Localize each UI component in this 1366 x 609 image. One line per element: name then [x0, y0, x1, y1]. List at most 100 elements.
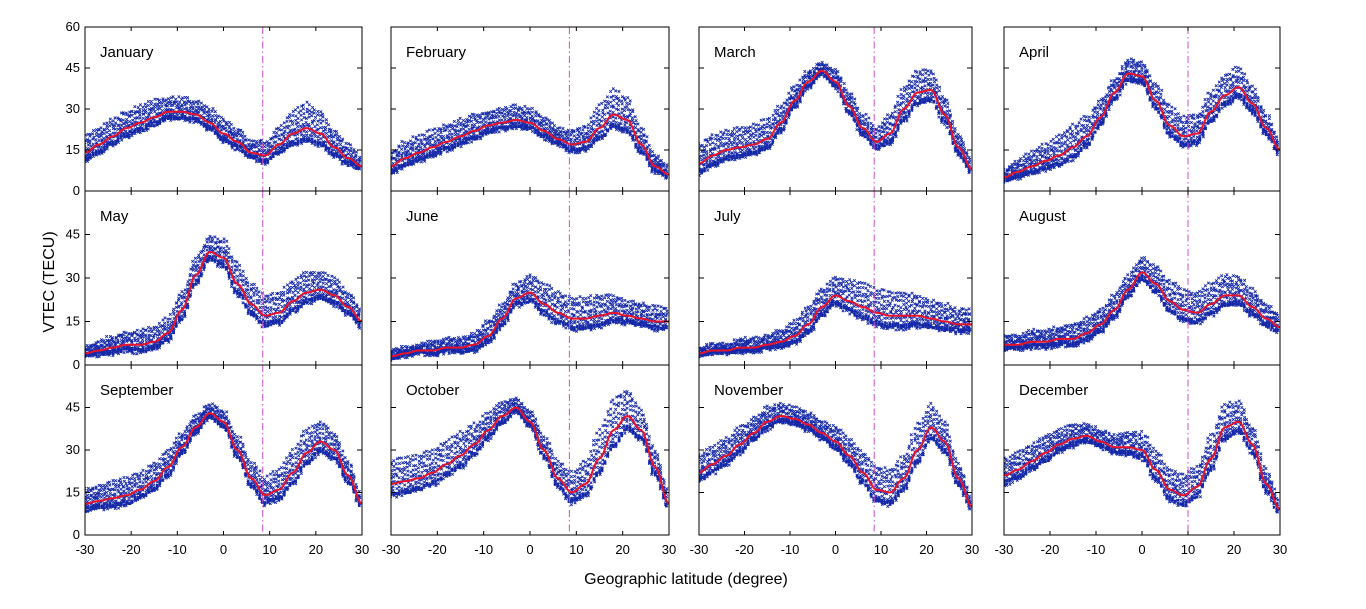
y-tick-label: 60	[66, 19, 80, 34]
scatter-point	[433, 139, 437, 144]
scatter-point	[787, 113, 791, 116]
scatter-point	[1037, 145, 1041, 149]
scatter-point	[1070, 122, 1075, 126]
scatter-point	[412, 159, 415, 162]
scatter-point	[533, 118, 537, 123]
scatter-point	[400, 167, 404, 171]
scatter-point	[951, 142, 955, 145]
scatter-point	[567, 149, 571, 153]
scatter-point	[836, 90, 840, 94]
scatter-point	[1170, 112, 1174, 116]
scatter-point	[299, 140, 303, 144]
scatter-point	[130, 109, 134, 113]
scatter-point	[417, 133, 421, 137]
scatter-point	[197, 119, 200, 123]
scatter-point	[1093, 106, 1097, 110]
scatter-point	[412, 162, 415, 165]
scatter-point	[1074, 156, 1077, 159]
scatter-point	[1060, 133, 1064, 138]
scatter-point	[836, 69, 840, 74]
scatter-point	[136, 105, 140, 110]
scatter-point	[876, 129, 881, 133]
scatter-point	[445, 146, 448, 149]
scatter-point	[795, 91, 799, 95]
scatter-point	[803, 69, 807, 74]
scatter-point	[458, 116, 462, 120]
scatter-point	[430, 143, 435, 147]
scatter-point	[904, 110, 908, 115]
scatter-point	[620, 95, 625, 99]
scatter-point	[625, 115, 630, 119]
scatter-point	[897, 108, 901, 112]
scatter-point	[487, 127, 490, 131]
scatter-point	[138, 113, 142, 117]
scatter-point	[237, 148, 242, 152]
scatter-point	[1135, 61, 1139, 65]
scatter-point	[968, 168, 971, 171]
scatter-point	[341, 137, 345, 141]
scatter-point	[724, 128, 728, 132]
scatter-point	[711, 146, 715, 151]
scatter-point	[500, 118, 504, 122]
scatter-point	[754, 133, 758, 137]
scatter-point	[1126, 60, 1131, 64]
scatter-point	[1124, 78, 1127, 81]
scatter-point	[196, 109, 201, 114]
scatter-point	[222, 137, 225, 141]
scatter-point	[740, 148, 745, 153]
scatter-point	[795, 88, 799, 92]
scatter-point	[266, 144, 270, 148]
scatter-point	[1104, 114, 1108, 118]
scatter-point	[1016, 173, 1019, 176]
scatter-point	[790, 106, 794, 110]
scatter-point	[945, 98, 949, 102]
scatter-point	[222, 119, 226, 123]
scatter-point	[227, 140, 231, 144]
scatter-point	[489, 128, 493, 131]
scatter-point	[297, 140, 300, 143]
scatter-point	[721, 136, 725, 140]
scatter-point	[1084, 129, 1089, 133]
scatter-point	[1165, 131, 1169, 134]
scatter-point	[706, 168, 710, 172]
scatter-point	[1168, 135, 1172, 139]
scatter-point	[428, 153, 432, 157]
scatter-point	[330, 152, 333, 155]
scatter-point	[719, 160, 723, 163]
scatter-point	[467, 136, 471, 140]
scatter-point	[177, 116, 181, 120]
scatter-point	[97, 145, 101, 150]
scatter-point	[1104, 112, 1108, 116]
scatter-point	[211, 106, 215, 111]
scatter-point	[831, 84, 834, 88]
scatter-point	[392, 168, 395, 172]
scatter-point	[450, 132, 454, 136]
scatter-point	[1143, 63, 1147, 68]
scatter-point	[129, 121, 134, 125]
scatter-point	[180, 116, 184, 120]
scatter-point	[341, 160, 344, 163]
scatter-point	[702, 150, 706, 154]
scatter-point	[108, 133, 113, 137]
scatter-point	[441, 123, 446, 127]
scatter-point	[1057, 138, 1061, 142]
scatter-point	[1060, 162, 1064, 165]
scatter-point	[820, 60, 824, 65]
scatter-point	[748, 129, 753, 133]
scatter-point	[175, 117, 178, 120]
scatter-point	[541, 116, 545, 120]
scatter-point	[705, 152, 709, 157]
scatter-point	[512, 110, 516, 114]
scatter-point	[291, 113, 295, 118]
scatter-point	[417, 156, 420, 160]
scatter-point	[778, 118, 782, 122]
scatter-point	[1179, 115, 1183, 120]
scatter-point	[845, 108, 848, 112]
scatter-point	[867, 116, 871, 120]
scatter-point	[318, 113, 323, 118]
scatter-point	[759, 127, 763, 131]
scatter-point	[1102, 121, 1105, 124]
scatter-point	[795, 83, 799, 87]
scatter-point	[142, 112, 146, 116]
scatter-point	[1163, 107, 1167, 112]
